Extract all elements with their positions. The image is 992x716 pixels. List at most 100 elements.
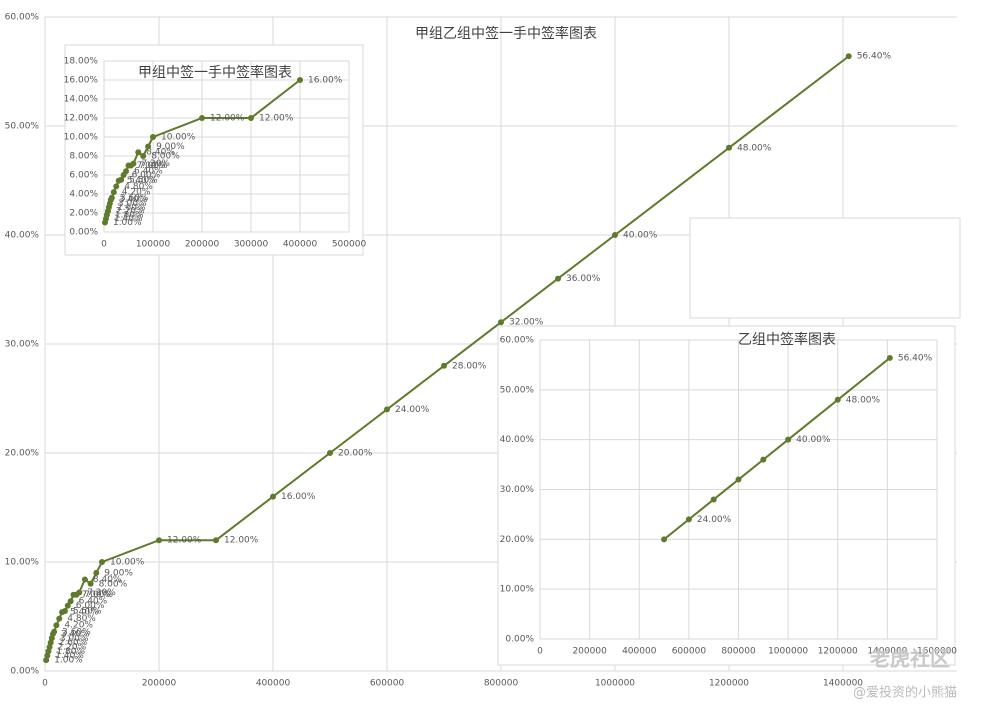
data-point [834, 396, 841, 403]
data-label: 10.00% [161, 133, 196, 143]
data-point [760, 456, 767, 463]
x-tick-label: 400000 [283, 240, 318, 250]
x-tick-label: 200000 [572, 647, 607, 657]
x-tick-label: 1000000 [595, 679, 635, 689]
data-point [118, 176, 125, 183]
data-point [213, 537, 219, 544]
data-label: 40.00% [796, 435, 831, 445]
x-tick-label: 500000 [332, 240, 367, 250]
data-point [498, 319, 504, 326]
data-point [113, 183, 120, 190]
data-label: 4.20% [122, 188, 151, 198]
data-point [140, 153, 147, 159]
data-label: 7.00% [84, 590, 113, 600]
data-point [56, 615, 63, 622]
data-point [130, 160, 137, 167]
data-label: 24.00% [395, 405, 430, 415]
data-label: 5.40% [70, 608, 99, 618]
chart-title: 乙组中签率图表 [738, 331, 836, 348]
data-point [248, 115, 254, 121]
data-label: 6.00% [76, 601, 105, 611]
data-label: 16.00% [308, 76, 343, 86]
data-label: 48.00% [737, 143, 772, 153]
data-point [93, 569, 100, 576]
data-label: 1.80% [115, 210, 144, 220]
data-label: 2.20% [58, 643, 87, 653]
data-label: 8.00% [151, 152, 180, 162]
data-label: 8.00% [99, 579, 128, 589]
data-point [845, 53, 852, 60]
data-label: 3.00% [60, 634, 89, 644]
data-point [156, 537, 162, 544]
data-label: 1.00% [113, 218, 142, 228]
data-label: 5.50% [129, 175, 158, 185]
x-tick-label: 400000 [256, 679, 291, 689]
data-label: 7.00% [82, 590, 111, 600]
data-point [81, 576, 88, 583]
data-label: 20.00% [338, 449, 373, 459]
data-line [663, 357, 891, 541]
data-label: 4.80% [67, 614, 96, 624]
data-point [661, 536, 668, 543]
x-tick-label: 100000 [136, 240, 171, 250]
data-label: 36.00% [566, 274, 601, 284]
y-tick-label: 50.00% [500, 385, 535, 395]
data-label: 4.80% [124, 182, 153, 192]
data-label: 10.00% [110, 558, 145, 568]
x-tick-label: 1400000 [823, 679, 863, 689]
data-point [99, 559, 105, 565]
y-tick-label: 20.00% [500, 535, 535, 545]
y-tick-label: 10.00% [64, 133, 99, 143]
data-label: 12.00% [259, 114, 294, 124]
y-tick-label: 30.00% [5, 340, 40, 350]
data-point [51, 628, 58, 635]
chart-title: 甲组中签一手中签率图表 [138, 64, 292, 81]
chart-panel [497, 325, 956, 666]
data-label: 2.20% [116, 207, 145, 217]
data-label: 8.40% [146, 148, 175, 158]
x-tick-label: 200000 [185, 240, 220, 250]
y-tick-label: 10.00% [5, 558, 40, 568]
data-label: 3.40% [119, 195, 148, 205]
y-tick-label: 10.00% [500, 585, 535, 595]
watermark-author: @爱投资的小熊猫 [853, 685, 957, 701]
watermark-brand: 老虎社区 [870, 647, 950, 671]
x-tick-label: 300000 [234, 240, 269, 250]
data-label: 2.60% [59, 638, 88, 648]
data-label: 1.80% [56, 647, 85, 657]
data-label: 1.00% [54, 656, 83, 666]
data-label: 3.40% [61, 629, 90, 639]
data-label: 5.50% [73, 607, 102, 617]
data-point [108, 194, 115, 201]
data-point [441, 362, 447, 369]
x-tick-label: 600000 [370, 679, 405, 689]
x-tick-label: 800000 [721, 647, 756, 657]
empty-box [689, 217, 961, 319]
data-point [199, 115, 205, 121]
data-label: 5.40% [127, 176, 156, 186]
x-tick-label: 0 [42, 679, 48, 689]
data-point [270, 493, 276, 500]
data-point [110, 189, 117, 196]
data-label: 24.00% [697, 515, 732, 525]
x-tick-label: 1200000 [709, 679, 749, 689]
data-point [123, 168, 130, 175]
data-point [612, 232, 618, 238]
data-label: 7.00% [139, 161, 168, 171]
data-label: 12.00% [210, 114, 245, 124]
data-point [555, 275, 561, 282]
data-point [726, 144, 732, 151]
x-tick-label: 600000 [672, 647, 707, 657]
y-tick-label: 12.00% [64, 114, 99, 124]
y-tick-label: 20.00% [5, 449, 40, 459]
y-tick-label: 40.00% [5, 231, 40, 241]
data-label: 6.40% [134, 167, 163, 177]
data-point [135, 149, 142, 156]
data-label: 4.20% [64, 621, 93, 631]
data-label: 40.00% [623, 231, 658, 241]
data-point [61, 608, 68, 615]
data-point [67, 598, 74, 605]
data-point [327, 450, 333, 456]
data-label: 7.00% [137, 161, 166, 171]
data-label: 6.40% [79, 597, 108, 607]
